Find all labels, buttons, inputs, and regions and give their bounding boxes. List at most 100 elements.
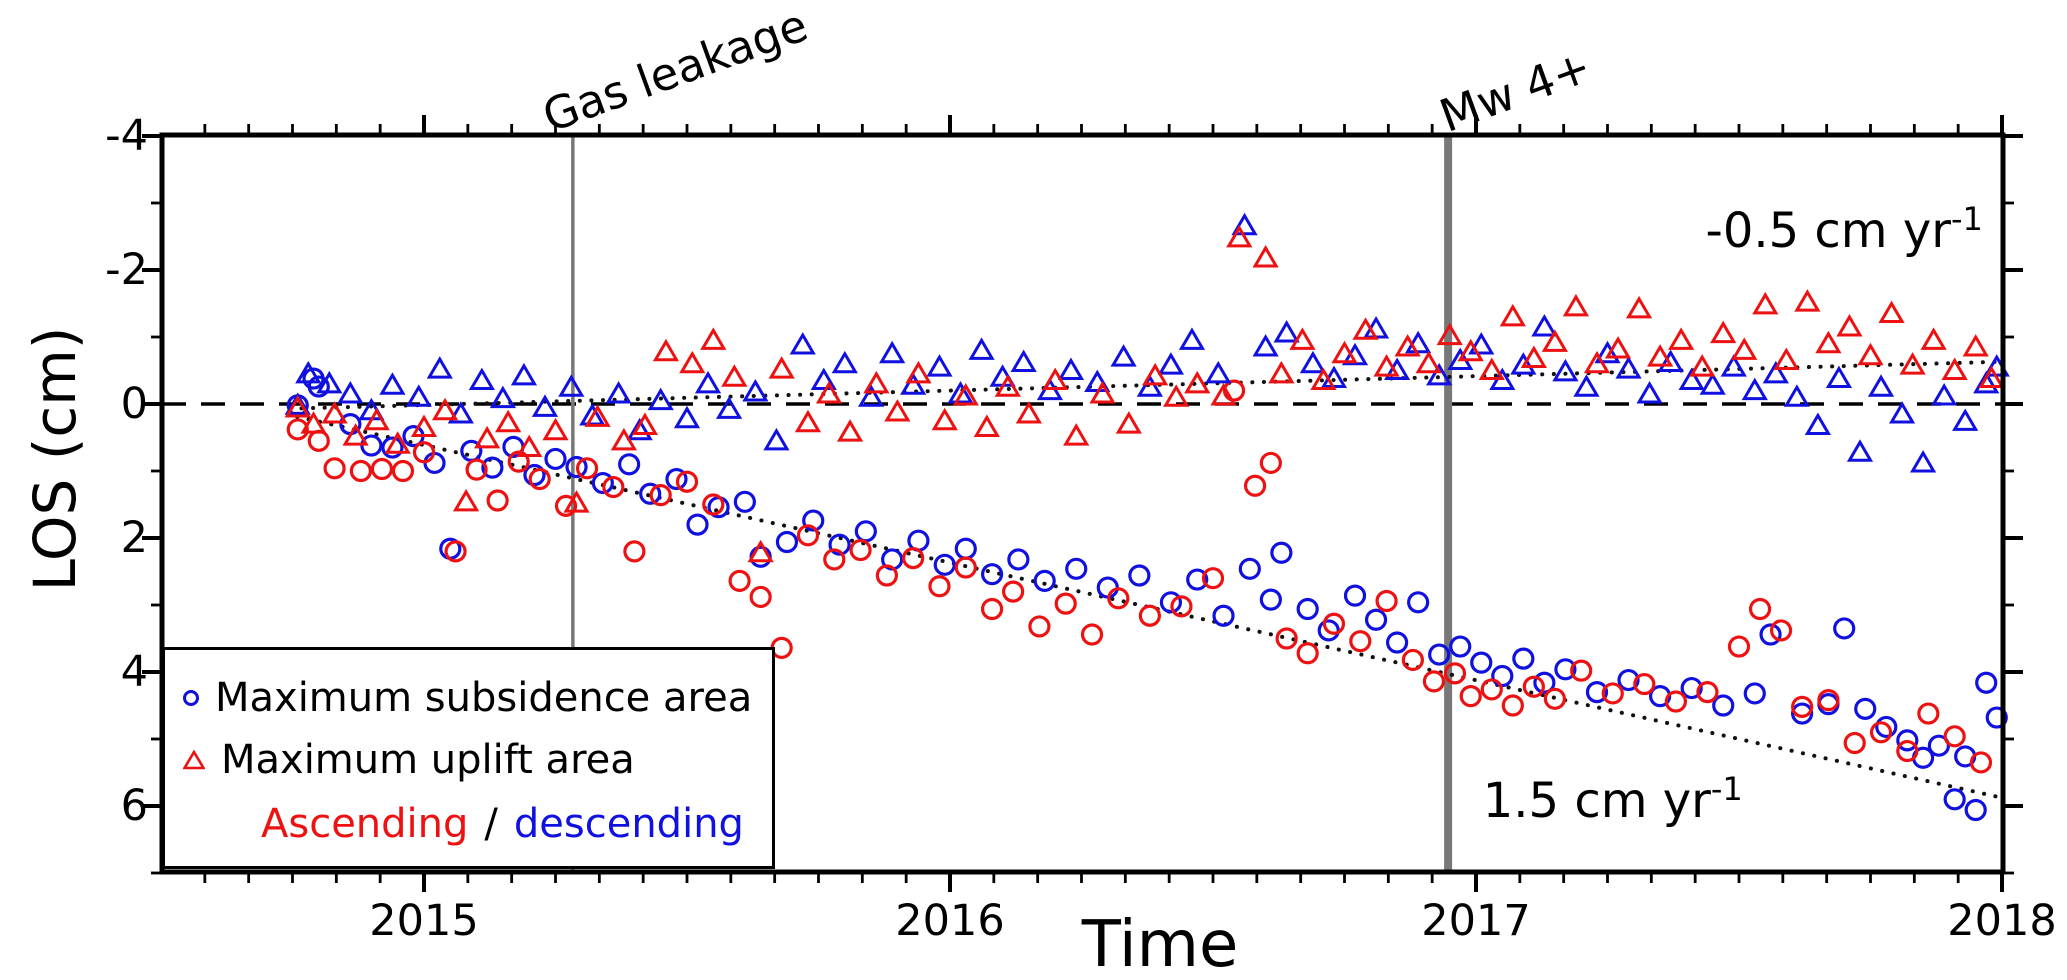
data-point-triangle <box>1231 212 1258 236</box>
data-point-triangle <box>363 407 390 431</box>
data-point-triangle <box>1762 360 1789 384</box>
data-point-triangle <box>1731 337 1758 360</box>
data-point-triangle <box>1562 293 1590 317</box>
data-point-circle <box>1791 695 1814 718</box>
data-point-triangle <box>300 411 327 434</box>
data-point-circle <box>423 451 446 475</box>
data-point-circle <box>1927 734 1950 757</box>
uplift-triangle-icon <box>183 750 205 770</box>
data-point-circle <box>1275 627 1298 650</box>
data-point-triangle <box>610 427 637 451</box>
data-point-circle <box>391 459 415 483</box>
data-point-circle <box>1296 597 1319 621</box>
data-point-triangle <box>316 370 343 394</box>
data-point-triangle <box>1773 347 1800 370</box>
data-point-triangle <box>1115 411 1142 434</box>
data-point-circle <box>1243 474 1267 497</box>
data-point-circle <box>1470 651 1493 674</box>
data-point-triangle <box>1157 352 1185 375</box>
data-point-circle <box>1401 648 1424 672</box>
data-point-circle <box>1522 675 1545 698</box>
x-tick-label: 2018 <box>1947 896 2057 946</box>
data-point-circle <box>618 453 641 476</box>
data-point-circle <box>528 467 551 491</box>
data-point-triangle <box>1210 382 1237 406</box>
data-point-circle <box>1270 541 1293 564</box>
data-point-triangle <box>405 384 432 407</box>
data-point-triangle <box>715 396 743 419</box>
data-point-circle <box>1449 635 1472 658</box>
data-point-circle <box>349 459 372 483</box>
data-point-circle <box>1680 676 1703 700</box>
rate-annotation-subsidence-sup: -1 <box>1710 769 1743 808</box>
data-point-circle <box>1186 568 1209 591</box>
data-point-circle <box>1833 617 1856 640</box>
data-point-circle <box>486 489 509 512</box>
data-point-circle <box>1054 592 1077 615</box>
data-point-triangle <box>295 360 322 384</box>
data-point-circle <box>933 553 956 576</box>
data-point-triangle <box>652 338 680 362</box>
data-point-triangle <box>1646 344 1674 367</box>
data-point-triangle <box>1541 329 1569 352</box>
data-point-triangle <box>1815 330 1842 354</box>
data-point-triangle <box>1457 338 1484 362</box>
data-point-triangle <box>700 327 727 350</box>
data-point-triangle <box>1015 401 1043 424</box>
data-point-circle <box>1570 659 1593 682</box>
data-point-triangle <box>516 434 543 458</box>
data-point-triangle <box>384 431 411 454</box>
data-point-triangle <box>1552 358 1579 382</box>
data-point-triangle <box>1373 354 1400 377</box>
data-point-triangle <box>1952 408 1979 431</box>
data-point-triangle <box>863 370 890 394</box>
data-point-triangle <box>1909 449 1937 473</box>
data-point-triangle <box>426 356 453 379</box>
data-point-triangle <box>836 419 864 442</box>
data-point-triangle <box>831 350 858 374</box>
data-point-circle <box>954 556 977 579</box>
legend-item-uplift-label: Maximum uplift area <box>221 737 635 783</box>
data-point-triangle <box>815 380 843 404</box>
data-point-circle <box>370 457 394 481</box>
data-point-triangle <box>1042 367 1069 391</box>
data-point-circle <box>928 575 951 598</box>
rate-annotation-uplift-text: -0.5 cm yr <box>1705 202 1951 259</box>
data-point-circle <box>1480 678 1503 701</box>
data-point-circle <box>1033 569 1056 592</box>
data-point-triangle <box>1668 327 1695 350</box>
data-point-circle <box>1407 591 1430 614</box>
data-point-triangle <box>1205 360 1232 384</box>
data-point-circle <box>649 484 672 507</box>
data-point-triangle <box>1531 313 1558 337</box>
data-point-triangle <box>342 423 369 446</box>
data-point-triangle <box>952 382 979 406</box>
data-point-circle <box>902 546 925 570</box>
data-point-circle <box>1212 604 1235 627</box>
data-point-triangle <box>584 404 611 427</box>
data-point-circle <box>828 533 851 556</box>
y-tick-label: -4 <box>105 111 148 161</box>
data-point-circle <box>1501 694 1524 717</box>
data-point-triangle <box>1825 365 1853 389</box>
data-point-triangle <box>474 425 501 449</box>
data-point-triangle <box>468 367 495 391</box>
data-point-circle <box>1007 548 1030 571</box>
data-point-circle <box>507 450 530 473</box>
data-point-triangle <box>1615 356 1642 379</box>
data-point-triangle <box>747 539 774 563</box>
data-point-circle <box>1491 664 1514 688</box>
data-point-triangle <box>1268 360 1295 384</box>
x-tick-label: 2015 <box>369 896 479 946</box>
data-point-circle <box>1727 635 1751 658</box>
data-point-triangle <box>973 414 1000 437</box>
data-point-circle <box>307 429 330 452</box>
data-point-circle <box>286 418 309 441</box>
data-point-triangle <box>1604 336 1632 359</box>
data-point-circle <box>481 456 504 479</box>
data-point-circle <box>665 467 688 491</box>
data-point-circle <box>1128 564 1151 587</box>
data-point-triangle <box>1920 327 1947 350</box>
subsidence-circle-icon <box>183 690 199 706</box>
orbit-separator: / <box>484 801 498 847</box>
